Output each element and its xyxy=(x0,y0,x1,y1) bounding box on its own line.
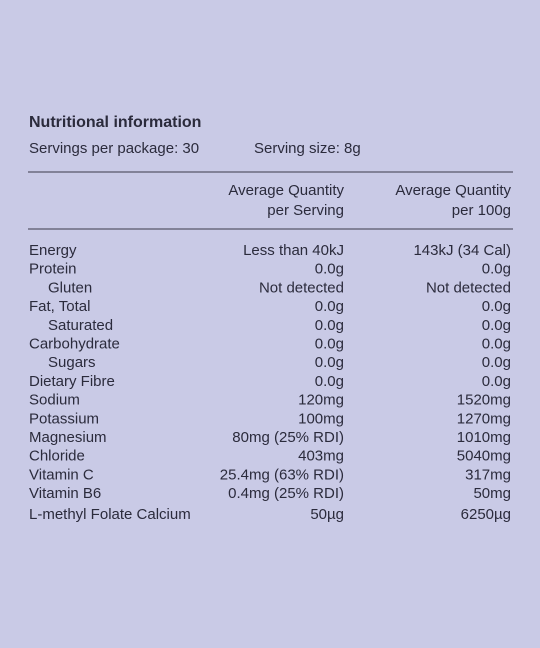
per-serving: Not detected xyxy=(259,279,344,296)
per-100g: 1270mg xyxy=(457,410,511,427)
per-100g: 0.0g xyxy=(482,354,511,371)
serving-size: Serving size: 8g xyxy=(254,140,361,157)
row-name: Fat, Total xyxy=(29,298,90,315)
header: per 100g xyxy=(452,202,511,219)
per-serving: 0.0g xyxy=(315,317,344,334)
per-100g: 0.0g xyxy=(482,317,511,334)
header: Average Quantity xyxy=(228,182,344,199)
per-100g: 50mg xyxy=(473,485,511,502)
row-name: Potassium xyxy=(29,410,99,427)
per-serving: 100mg xyxy=(298,410,344,427)
per-serving: 50µg xyxy=(310,506,344,523)
per-serving: 120mg xyxy=(298,392,344,409)
header: per Serving xyxy=(267,202,344,219)
per-serving: Less than 40kJ xyxy=(243,242,344,259)
title: Nutritional information xyxy=(29,114,201,131)
per-100g: 5040mg xyxy=(457,448,511,465)
per-serving: 0.0g xyxy=(315,261,344,278)
per-100g: 0.0g xyxy=(482,373,511,390)
per-serving: 0.0g xyxy=(315,298,344,315)
per-100g: 6250µg xyxy=(461,506,511,523)
row-name: Dietary Fibre xyxy=(29,373,115,390)
servings-per-package: Servings per package: 30 xyxy=(29,140,199,157)
row-name: Sodium xyxy=(29,392,80,409)
per-100g: 0.0g xyxy=(482,298,511,315)
per-serving: 0.0g xyxy=(315,354,344,371)
per-100g: 143kJ (34 Cal) xyxy=(413,242,511,259)
row-name: Protein xyxy=(29,261,77,278)
per-100g: Not detected xyxy=(426,279,511,296)
per-serving: 80mg (25% RDI) xyxy=(232,429,344,446)
row-name: Saturated xyxy=(48,317,113,334)
row-name: Chloride xyxy=(29,448,85,465)
per-100g: 317mg xyxy=(465,466,511,483)
row-name: Vitamin C xyxy=(29,466,94,483)
row-name: Carbohydrate xyxy=(29,335,120,352)
row-name: Magnesium xyxy=(29,429,107,446)
row-name: L-methyl Folate Calcium xyxy=(29,506,191,523)
per-100g: 0.0g xyxy=(482,261,511,278)
header: Average Quantity xyxy=(395,182,511,199)
per-serving: 0.0g xyxy=(315,373,344,390)
per-100g: 0.0g xyxy=(482,335,511,352)
per-serving: 0.0g xyxy=(315,335,344,352)
row-name: Gluten xyxy=(48,279,92,296)
row-name: Sugars xyxy=(48,354,96,371)
row-name: Vitamin B6 xyxy=(29,485,101,502)
per-serving: 403mg xyxy=(298,448,344,465)
per-100g: 1520mg xyxy=(457,392,511,409)
per-100g: 1010mg xyxy=(457,429,511,446)
per-serving: 25.4mg (63% RDI) xyxy=(220,466,344,483)
row-name: Energy xyxy=(29,242,77,259)
per-serving: 0.4mg (25% RDI) xyxy=(228,485,344,502)
